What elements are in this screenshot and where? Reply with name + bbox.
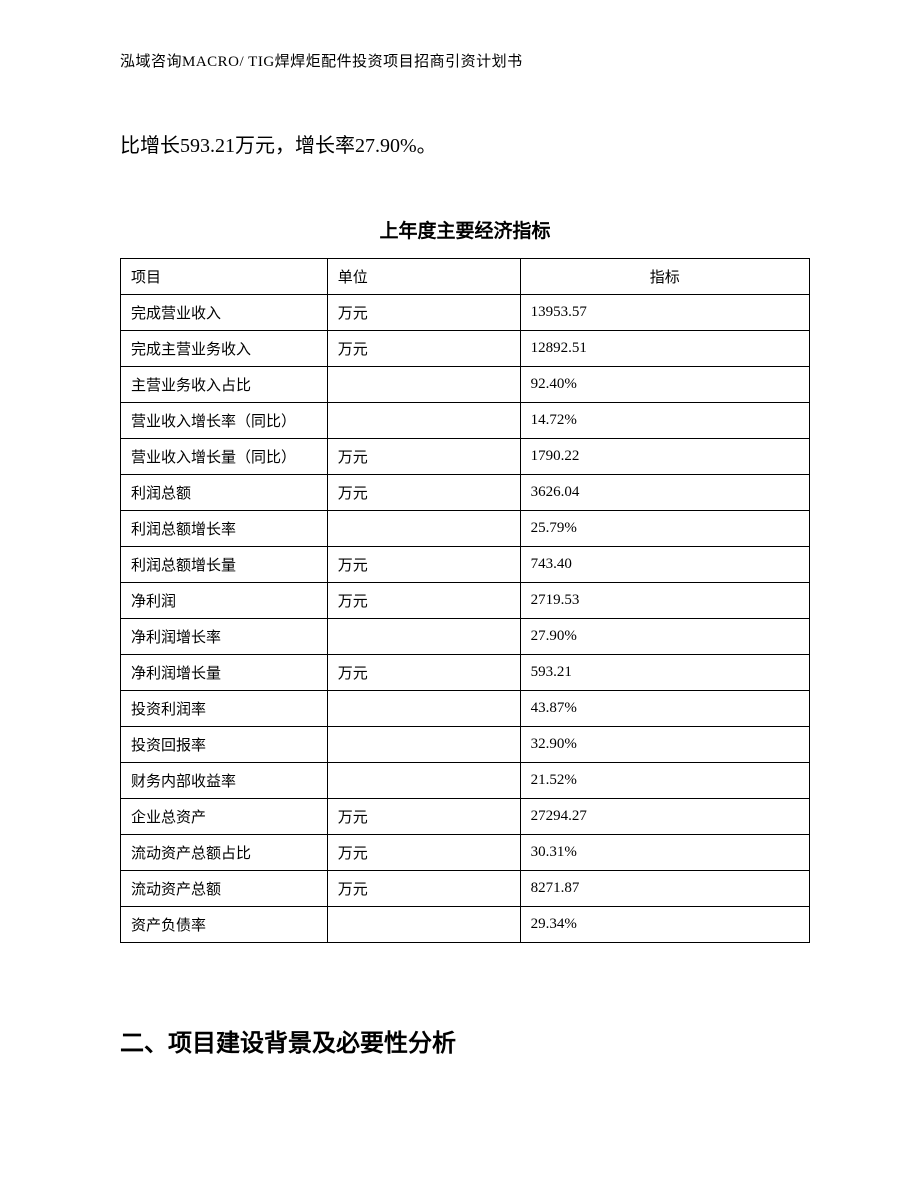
- table-row: 利润总额增长率 25.79%: [121, 511, 810, 547]
- table-row: 利润总额增长量万元743.40: [121, 547, 810, 583]
- cell-value: 25.79%: [520, 511, 809, 547]
- cell-value: 1790.22: [520, 439, 809, 475]
- cell-value: 8271.87: [520, 871, 809, 907]
- table-header-row: 项目 单位 指标: [121, 259, 810, 295]
- cell-item: 净利润增长率: [121, 619, 328, 655]
- economic-indicators-table: 项目 单位 指标 完成营业收入万元13953.57完成主营业务收入万元12892…: [120, 258, 810, 943]
- table-row: 企业总资产万元27294.27: [121, 799, 810, 835]
- table-row: 营业收入增长率（同比） 14.72%: [121, 403, 810, 439]
- table-title: 上年度主要经济指标: [120, 216, 810, 243]
- cell-unit: 万元: [327, 475, 520, 511]
- cell-item: 完成营业收入: [121, 295, 328, 331]
- cell-unit: 万元: [327, 583, 520, 619]
- cell-value: 2719.53: [520, 583, 809, 619]
- cell-item: 净利润: [121, 583, 328, 619]
- table-row: 完成营业收入万元13953.57: [121, 295, 810, 331]
- cell-item: 流动资产总额: [121, 871, 328, 907]
- cell-unit: 万元: [327, 547, 520, 583]
- column-header-item: 项目: [121, 259, 328, 295]
- cell-unit: [327, 511, 520, 547]
- table-row: 净利润增长量万元593.21: [121, 655, 810, 691]
- table-row: 财务内部收益率 21.52%: [121, 763, 810, 799]
- cell-item: 净利润增长量: [121, 655, 328, 691]
- cell-unit: 万元: [327, 439, 520, 475]
- table-row: 营业收入增长量（同比）万元1790.22: [121, 439, 810, 475]
- table-row: 投资利润率 43.87%: [121, 691, 810, 727]
- cell-unit: 万元: [327, 331, 520, 367]
- cell-value: 21.52%: [520, 763, 809, 799]
- cell-value: 13953.57: [520, 295, 809, 331]
- intro-paragraph: 比增长593.21万元，增长率27.90%。: [120, 126, 810, 166]
- cell-value: 14.72%: [520, 403, 809, 439]
- cell-unit: 万元: [327, 871, 520, 907]
- cell-value: 92.40%: [520, 367, 809, 403]
- cell-unit: [327, 619, 520, 655]
- table-row: 流动资产总额万元8271.87: [121, 871, 810, 907]
- cell-value: 27294.27: [520, 799, 809, 835]
- cell-value: 30.31%: [520, 835, 809, 871]
- cell-item: 主营业务收入占比: [121, 367, 328, 403]
- cell-item: 营业收入增长量（同比）: [121, 439, 328, 475]
- cell-item: 企业总资产: [121, 799, 328, 835]
- cell-value: 27.90%: [520, 619, 809, 655]
- table-row: 净利润增长率 27.90%: [121, 619, 810, 655]
- cell-item: 完成主营业务收入: [121, 331, 328, 367]
- cell-value: 3626.04: [520, 475, 809, 511]
- page-header: 泓域咨询MACRO/ TIG焊焊炬配件投资项目招商引资计划书: [120, 50, 810, 71]
- cell-unit: [327, 763, 520, 799]
- cell-value: 43.87%: [520, 691, 809, 727]
- cell-unit: [327, 907, 520, 943]
- cell-item: 投资利润率: [121, 691, 328, 727]
- section-heading: 二、项目建设背景及必要性分析: [120, 1023, 810, 1058]
- table-row: 投资回报率 32.90%: [121, 727, 810, 763]
- cell-unit: [327, 727, 520, 763]
- cell-item: 流动资产总额占比: [121, 835, 328, 871]
- cell-item: 投资回报率: [121, 727, 328, 763]
- column-header-unit: 单位: [327, 259, 520, 295]
- cell-unit: 万元: [327, 835, 520, 871]
- table-row: 完成主营业务收入万元12892.51: [121, 331, 810, 367]
- cell-item: 财务内部收益率: [121, 763, 328, 799]
- cell-item: 利润总额增长率: [121, 511, 328, 547]
- cell-value: 743.40: [520, 547, 809, 583]
- cell-value: 32.90%: [520, 727, 809, 763]
- table-row: 利润总额万元3626.04: [121, 475, 810, 511]
- cell-unit: 万元: [327, 655, 520, 691]
- cell-unit: 万元: [327, 295, 520, 331]
- table-row: 净利润万元2719.53: [121, 583, 810, 619]
- cell-value: 12892.51: [520, 331, 809, 367]
- cell-value: 29.34%: [520, 907, 809, 943]
- cell-unit: [327, 403, 520, 439]
- cell-unit: [327, 691, 520, 727]
- table-row: 流动资产总额占比万元30.31%: [121, 835, 810, 871]
- cell-item: 利润总额增长量: [121, 547, 328, 583]
- cell-value: 593.21: [520, 655, 809, 691]
- cell-unit: [327, 367, 520, 403]
- table-row: 主营业务收入占比 92.40%: [121, 367, 810, 403]
- cell-unit: 万元: [327, 799, 520, 835]
- cell-item: 利润总额: [121, 475, 328, 511]
- cell-item: 营业收入增长率（同比）: [121, 403, 328, 439]
- cell-item: 资产负债率: [121, 907, 328, 943]
- table-row: 资产负债率 29.34%: [121, 907, 810, 943]
- document-page: 泓域咨询MACRO/ TIG焊焊炬配件投资项目招商引资计划书 比增长593.21…: [0, 0, 920, 1191]
- column-header-value: 指标: [520, 259, 809, 295]
